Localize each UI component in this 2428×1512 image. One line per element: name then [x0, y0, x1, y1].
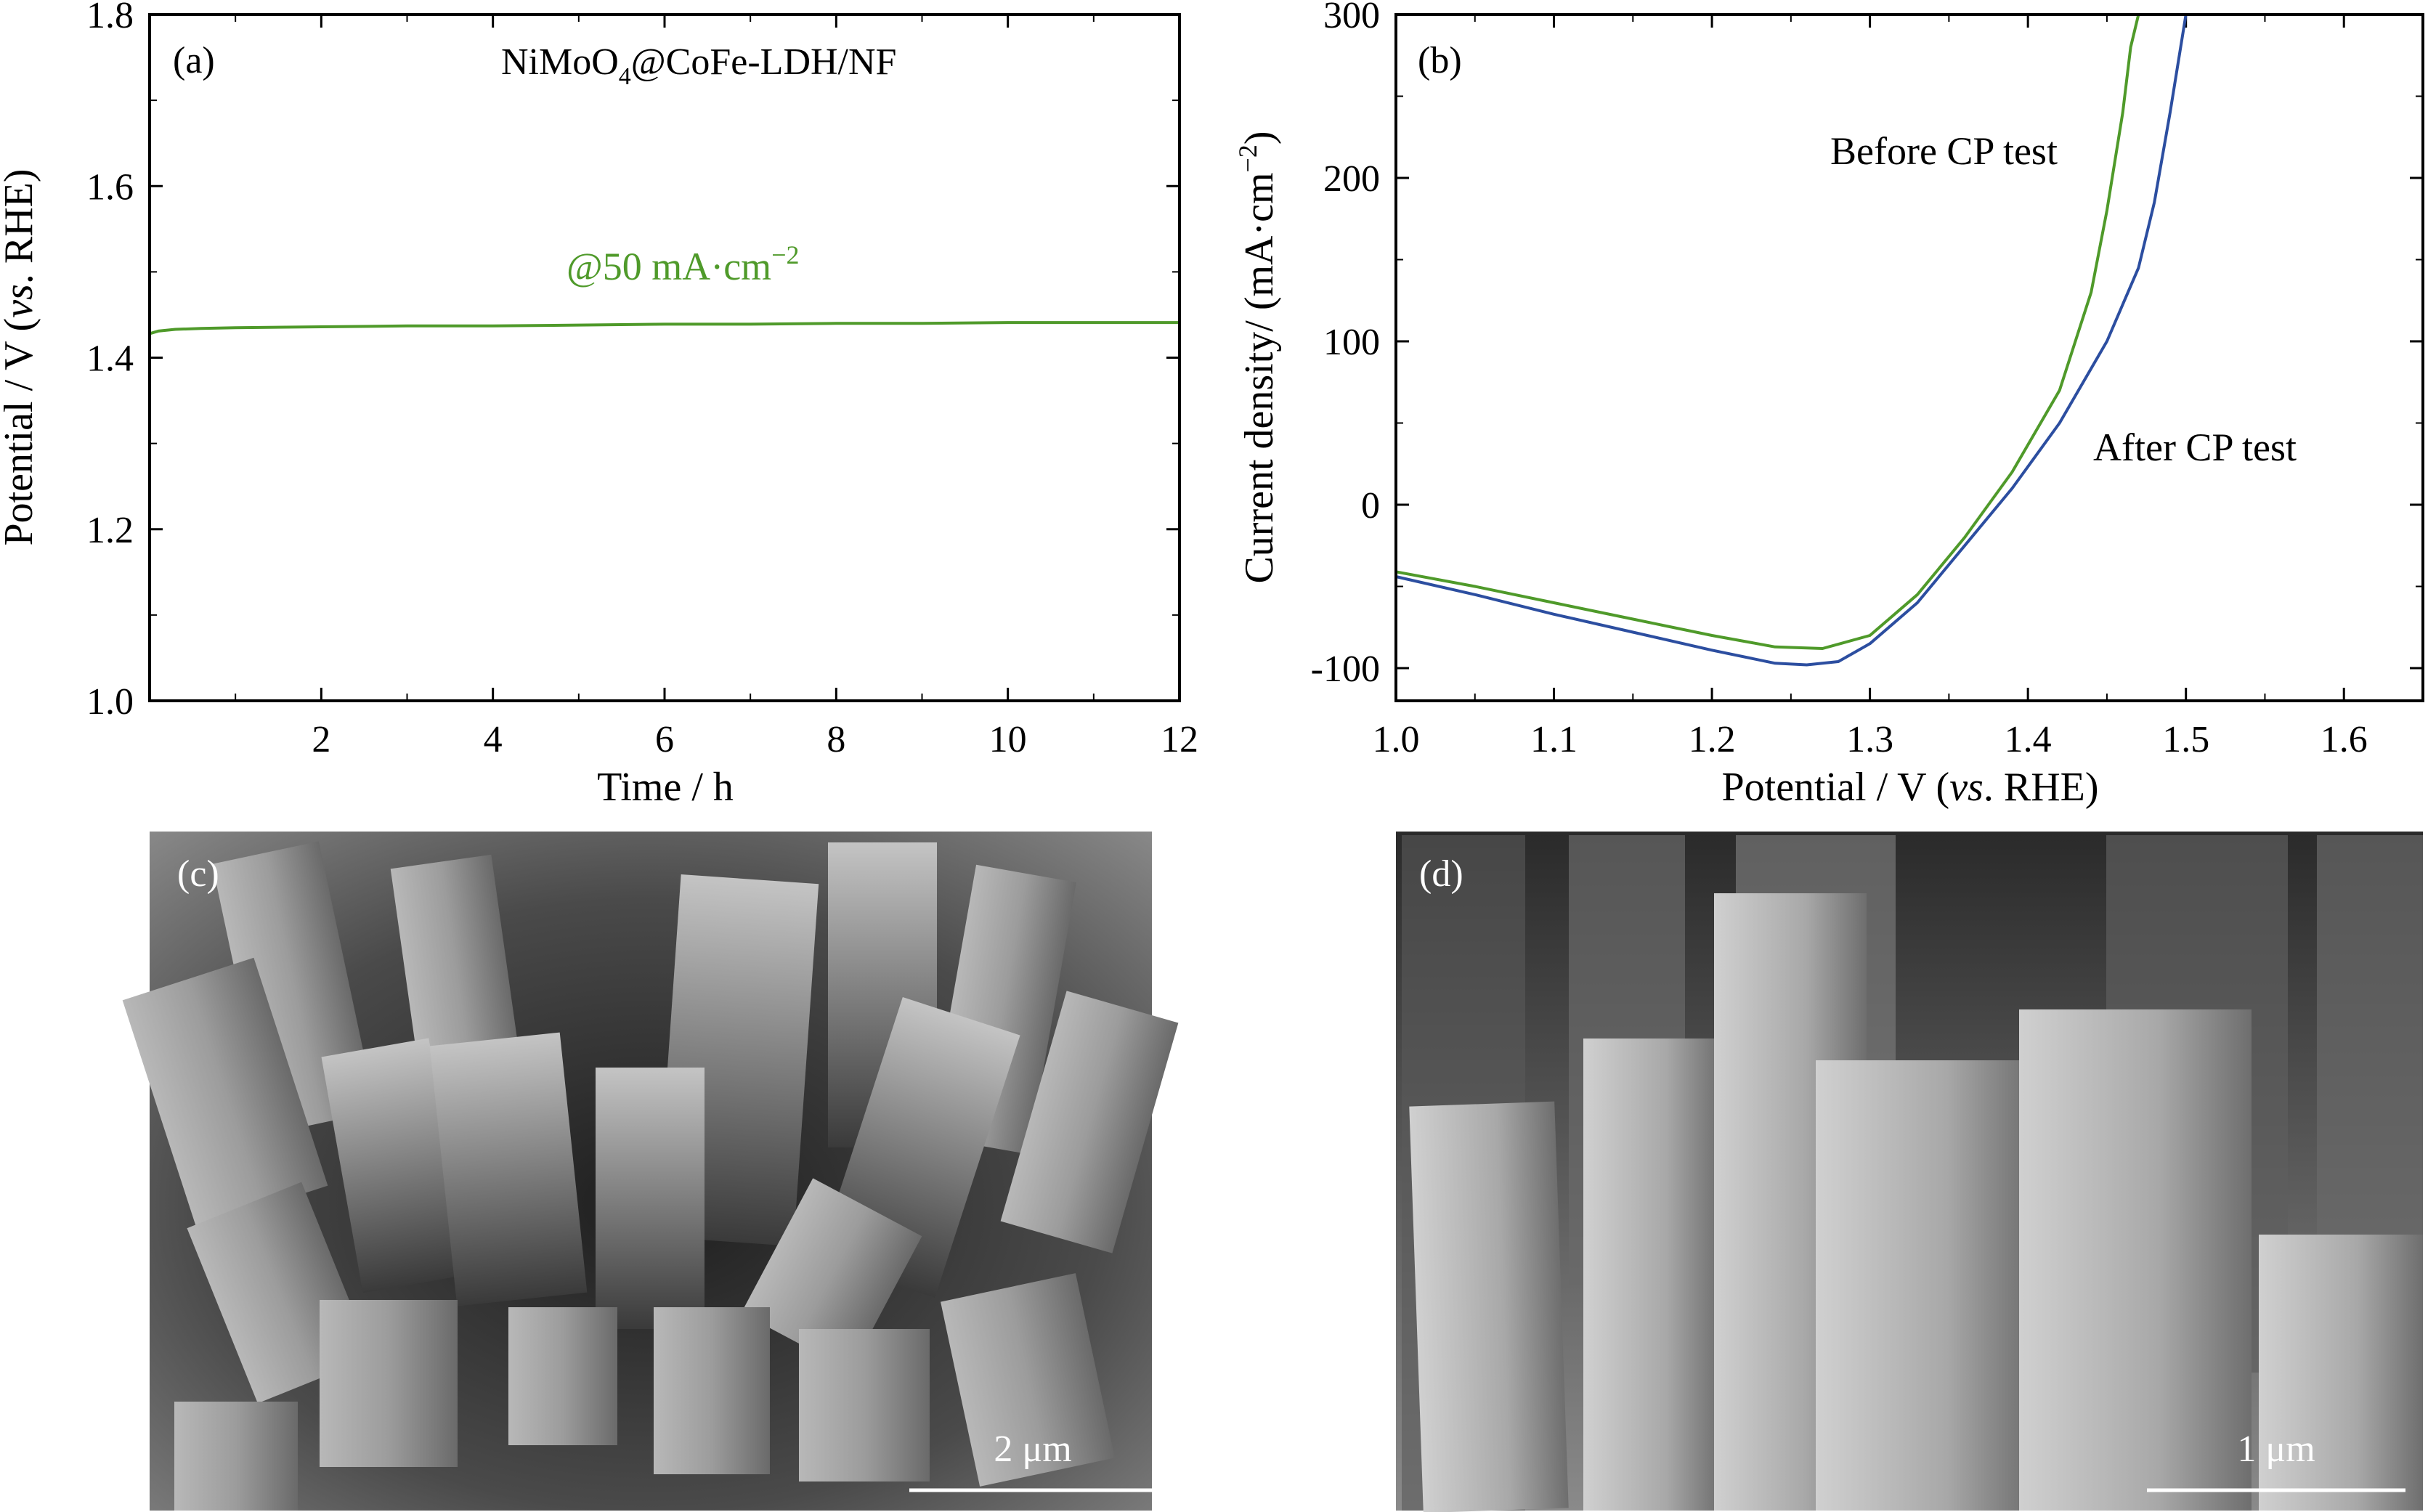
a-x-axis-label: Time / h [597, 765, 734, 810]
panel-d-sem-image: (d) 1 μm [1396, 832, 2423, 1512]
y-tick-label: 200 [1323, 158, 1380, 200]
x-tick-label: 1.3 [1846, 719, 1893, 760]
x-tick-label: 8 [827, 719, 845, 760]
x-tick-label: 6 [655, 719, 674, 760]
x-tick-label: 12 [1161, 719, 1198, 760]
y-tick-label: 1.2 [86, 510, 134, 551]
y-tick-label: -100 [1311, 649, 1380, 690]
x-tick-label: 1.2 [1689, 719, 1736, 760]
b-tick-marks [1394, 13, 2424, 701]
y-tick-label: 1.4 [86, 338, 134, 380]
a-sample-label: NiMoO4@CoFe-LDH/NF [501, 41, 896, 90]
b-legend-before: Before CP test [1830, 129, 2058, 173]
a-tick-marks [149, 13, 1181, 702]
x-tick-label: 1.5 [2162, 719, 2209, 760]
d-nanorods [1402, 835, 2423, 1512]
x-tick-label: 2 [312, 719, 330, 760]
x-tick-label: 1.0 [1373, 719, 1420, 760]
y-tick-label: 0 [1361, 485, 1380, 527]
b-x-axis-label: Potential / V (vs. RHE) [1721, 765, 2098, 810]
a-panel-tag: (a) [173, 40, 215, 81]
d-panel-tag: (d) [1419, 853, 1463, 895]
b-legend-after: After CP test [2093, 426, 2297, 469]
series-line-1 [1395, 14, 2140, 650]
a-series [149, 321, 1180, 336]
b-series [1395, 14, 2188, 667]
a-y-axis-label: Potential / V (vs. RHE) [0, 168, 41, 545]
a-plot-frame [148, 13, 1181, 702]
series-line-2 [1395, 14, 2188, 667]
b-y-axis-label: Current density/ (mA·cm−2) [1233, 131, 1282, 583]
y-tick-label: 1.8 [86, 0, 134, 36]
y-tick-label: 1.6 [86, 166, 134, 208]
c-panel-tag: (c) [177, 853, 219, 895]
x-tick-label: 10 [989, 719, 1027, 760]
b-plot-frame [1394, 13, 2424, 702]
b-tick-labels: 1.0 1.1 1.2 1.3 1.4 1.5 1.6 -100 0 100 200 300 [1311, 0, 2368, 760]
series-line-1 [149, 321, 1180, 336]
x-tick-label: 1.4 [2005, 719, 2052, 760]
x-tick-label: 1.6 [2321, 719, 2368, 760]
x-tick-label: 1.1 [1530, 719, 1578, 760]
y-tick-label: 300 [1323, 0, 1380, 36]
y-tick-label: 1.0 [86, 681, 134, 723]
a-current-annotation: @50 mA·cm−2 [567, 240, 800, 288]
c-scale-label: 2 μm [994, 1428, 1071, 1470]
d-scale-label: 1 μm [2237, 1428, 2315, 1470]
a-tick-labels: 2 4 6 8 10 12 1.0 1.2 1.4 1.6 1.8 [86, 0, 1198, 760]
b-panel-tag: (b) [1418, 40, 1462, 81]
panel-a: 2 4 6 8 10 12 1.0 1.2 1.4 1.6 1.8 (a) NiMoO4@CoFe-… [0, 0, 1198, 810]
panel-c-sem-image: (c) 2 μm [122, 832, 1179, 1511]
y-tick-label: 100 [1323, 322, 1380, 363]
c-nanorods [122, 841, 1179, 1511]
x-tick-label: 4 [484, 719, 503, 760]
